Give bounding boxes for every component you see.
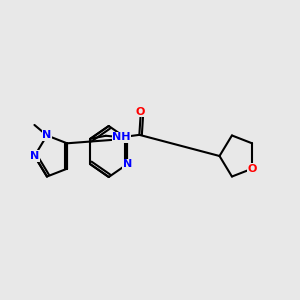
- Text: N: N: [42, 130, 52, 140]
- Text: O: O: [248, 164, 257, 174]
- Text: N: N: [30, 151, 39, 161]
- Text: N: N: [122, 159, 132, 169]
- Text: O: O: [136, 107, 145, 117]
- Text: NH: NH: [112, 132, 130, 142]
